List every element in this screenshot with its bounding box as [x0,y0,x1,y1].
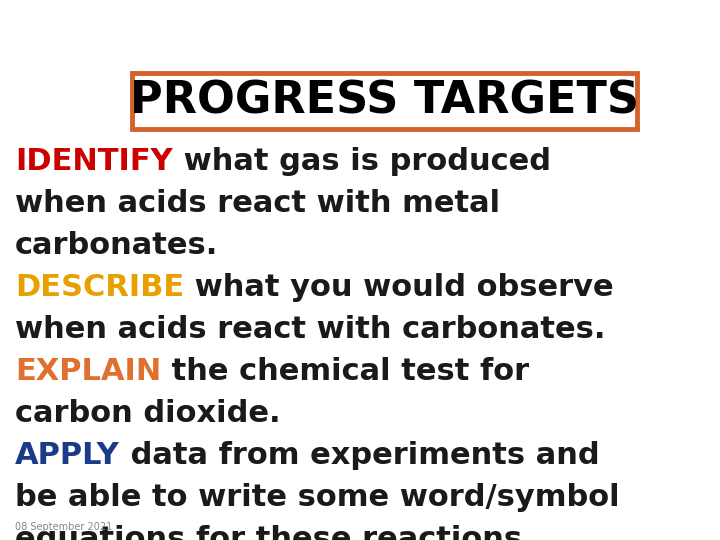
Text: carbonates.: carbonates. [15,231,218,260]
Text: PROGRESS TARGETS: PROGRESS TARGETS [130,80,639,123]
Text: be able to write some word/symbol: be able to write some word/symbol [15,483,620,512]
Text: data from experiments and: data from experiments and [120,441,599,470]
Text: carbon dioxide.: carbon dioxide. [15,399,281,428]
Text: what gas is produced: what gas is produced [173,147,551,176]
Text: when acids react with metal: when acids react with metal [15,189,500,218]
Text: 08 September 2021: 08 September 2021 [15,522,112,532]
Text: the chemical test for: the chemical test for [161,357,529,386]
Text: what you would observe: what you would observe [184,273,613,302]
Text: DESCRIBE: DESCRIBE [15,273,184,302]
Text: EXPLAIN: EXPLAIN [15,357,161,386]
FancyBboxPatch shape [132,73,637,129]
Text: IDENTIFY: IDENTIFY [15,147,173,176]
Text: APPLY: APPLY [15,441,120,470]
Text: equations for these reactions: equations for these reactions [15,525,522,540]
Text: when acids react with carbonates.: when acids react with carbonates. [15,315,606,344]
